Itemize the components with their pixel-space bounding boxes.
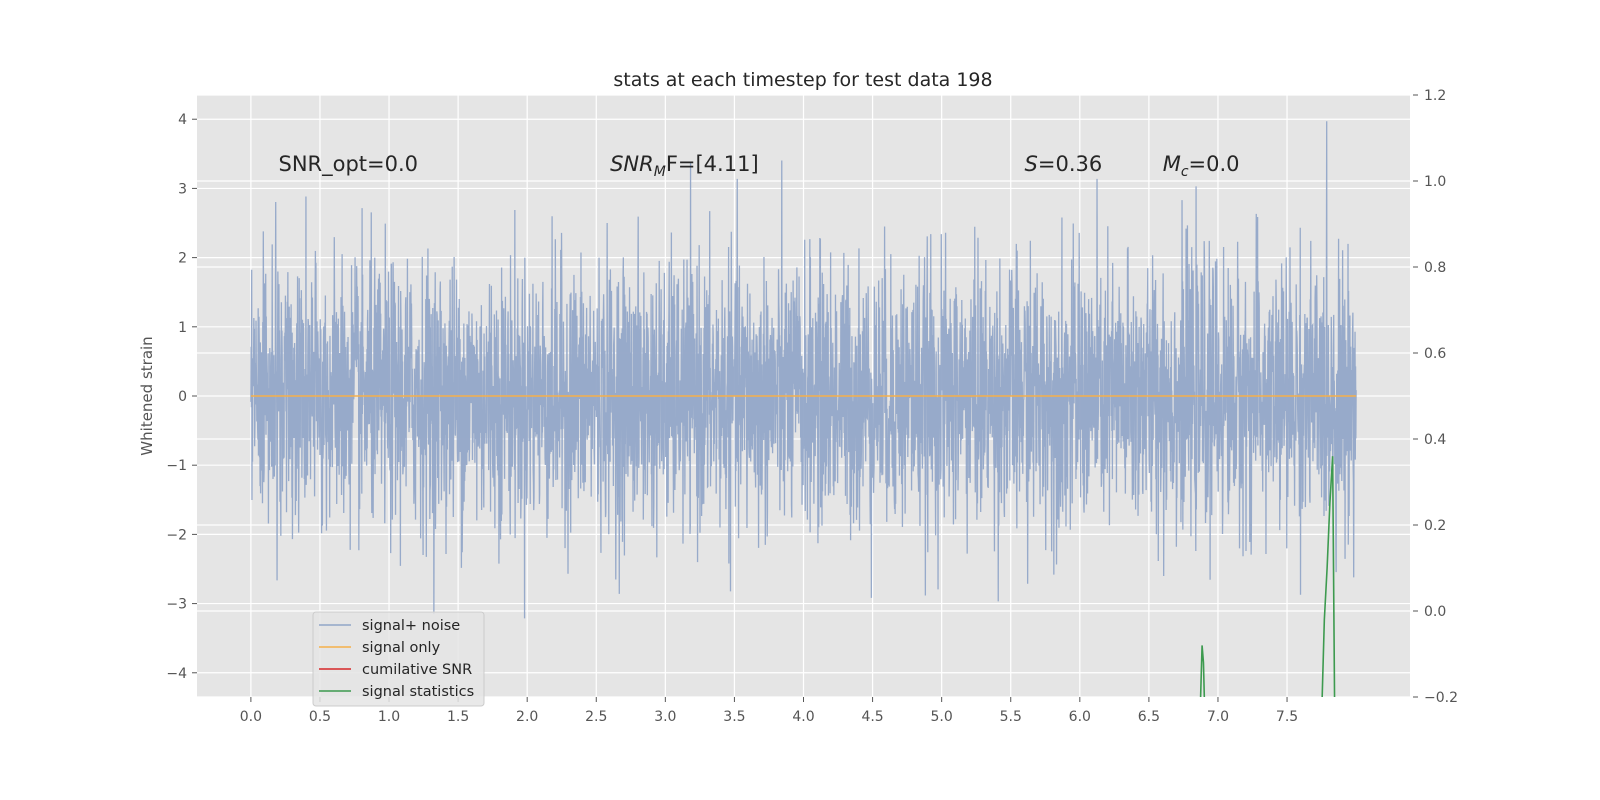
y-axis-ticks: −4 −3 −2 −1 0 1 2 3 4 (166, 112, 197, 682)
annotation-1: SNRMF=[4.11] (610, 152, 759, 180)
x-tick-label: 0.0 (240, 709, 262, 725)
x-tick-label: 0.5 (309, 709, 331, 725)
y-tick-label: −4 (166, 666, 187, 682)
legend-label: signal+ noise (362, 618, 460, 634)
y2-tick-label: −0.2 (1424, 690, 1458, 706)
y-tick-label: 1 (178, 320, 187, 336)
x-tick-label: 7.0 (1207, 709, 1229, 725)
x-tick-label: 2.0 (516, 709, 538, 725)
legend-box (312, 611, 485, 707)
y-tick-label: −3 (166, 597, 187, 613)
x-tick-label: 1.0 (378, 709, 400, 725)
legend-label: cumilative SNR (362, 662, 472, 678)
y-tick-label: 4 (178, 112, 187, 128)
x-tick-label: 4.0 (792, 709, 814, 725)
y2-tick-label: 0.4 (1424, 432, 1446, 448)
y-tick-label: −2 (166, 527, 187, 543)
x-tick-label: 2.5 (585, 709, 607, 725)
y2-tick-label: 0.2 (1424, 518, 1446, 534)
x-tick-label: 3.0 (654, 709, 676, 725)
x-tick-label: 3.5 (723, 709, 745, 725)
series-signal-statistics (1199, 645, 1206, 697)
legend: signal+ noise signal only cumilative SNR si… (312, 611, 485, 707)
x-axis-ticks: 0.0 0.5 1.0 1.5 2.0 2.5 3.0 3.5 4.0 4.5 5.0 5.5 6.0 6… (240, 697, 1298, 725)
x-tick-label: 4.5 (861, 709, 883, 725)
x-tick-label: 6.5 (1138, 709, 1160, 725)
y2-tick-label: 0.8 (1424, 260, 1446, 276)
y2-tick-label: 0.6 (1424, 346, 1446, 362)
x-tick-label: 5.0 (931, 709, 953, 725)
chart-title: stats at each timestep for test data 198 (613, 69, 992, 91)
series-layer (250, 121, 1357, 697)
y-tick-label: −1 (166, 458, 187, 474)
y-tick-label: 0 (178, 389, 187, 405)
x-tick-label: 1.5 (447, 709, 469, 725)
annotations: SNR_opt=0.0 SNRMF=[4.11] S=0.36 Mc=0.0 (279, 152, 1240, 180)
y2-axis-ticks: −0.2 0.0 0.2 0.4 0.6 0.8 1.0 1.2 (1413, 88, 1458, 706)
y2-tick-label: 1.2 (1424, 88, 1446, 104)
legend-label: signal statistics (362, 684, 474, 700)
x-tick-label: 7.5 (1276, 709, 1298, 725)
annotation-2: S=0.36 (1025, 152, 1103, 176)
x-tick-label: 5.5 (1000, 709, 1022, 725)
y2-tick-label: 0.0 (1424, 604, 1446, 620)
y-axis-label: Whitened strain (138, 336, 156, 455)
series-signal-plus-noise (250, 121, 1357, 619)
annotation-3: Mc=0.0 (1163, 152, 1240, 180)
annotation-0: SNR_opt=0.0 (279, 152, 419, 177)
x-tick-label: 6.0 (1069, 709, 1091, 725)
legend-label: signal only (362, 640, 441, 656)
y2-tick-label: 1.0 (1424, 174, 1446, 190)
y-tick-label: 2 (178, 251, 187, 267)
y-tick-label: 3 (178, 181, 187, 197)
series-signal-statistics (1321, 456, 1336, 697)
